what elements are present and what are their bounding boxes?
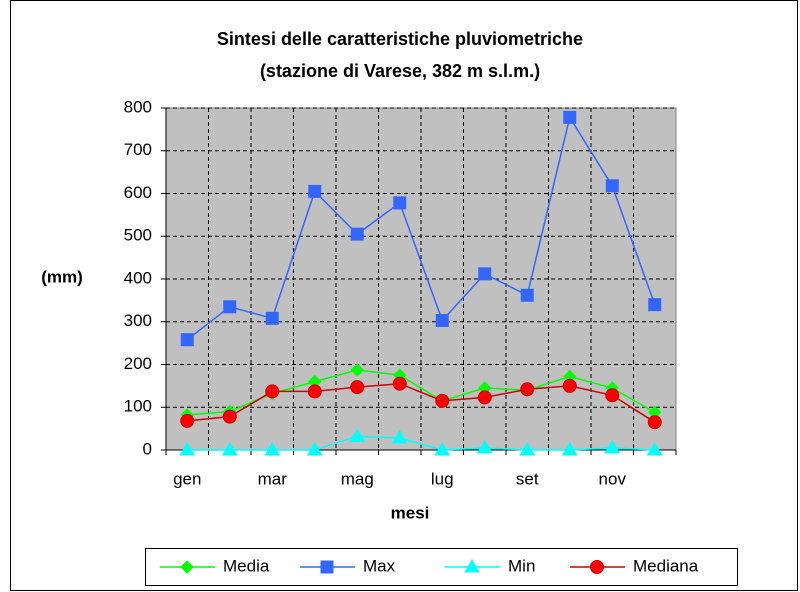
- marker-triangle: [221, 442, 238, 456]
- marker-square: [180, 333, 194, 347]
- marker-square: [435, 313, 449, 327]
- marker-triangle: [646, 442, 663, 456]
- marker-triangle: [391, 430, 408, 444]
- marker-circle: [590, 560, 604, 574]
- marker-square: [648, 298, 662, 312]
- marker-square: [265, 311, 279, 325]
- y-tick-label: 700: [124, 140, 152, 159]
- series-line: [187, 382, 656, 423]
- marker-diamond: [180, 560, 194, 574]
- legend-label: Min: [508, 556, 535, 575]
- legend-label: Max: [363, 556, 396, 575]
- marker-triangle: [179, 442, 196, 456]
- marker-square: [223, 300, 237, 314]
- marker-circle: [350, 380, 365, 395]
- y-tick-label: 100: [124, 397, 152, 416]
- x-tick-label: mar: [258, 469, 288, 488]
- series-line: [187, 435, 655, 451]
- marker-triangle: [476, 439, 493, 454]
- marker-square: [605, 179, 619, 193]
- y-tick-label: 300: [124, 311, 152, 330]
- y-tick-label: 800: [124, 97, 152, 116]
- y-tick-label: 0: [143, 439, 152, 458]
- marker-circle: [647, 415, 662, 430]
- legend-label: Mediana: [633, 556, 699, 575]
- x-tick-label: mag: [341, 469, 374, 488]
- marker-circle: [180, 413, 195, 428]
- x-axis-label: mesi: [391, 503, 430, 522]
- legend-label: Media: [223, 556, 270, 575]
- marker-circle: [520, 382, 535, 397]
- marker-square: [563, 110, 577, 124]
- marker-triangle: [604, 439, 621, 454]
- y-axis-label: (mm): [41, 267, 83, 286]
- y-tick-label: 500: [124, 226, 152, 245]
- chart-subtitle: (stazione di Varese, 382 m s.l.m.): [260, 61, 540, 81]
- marker-square: [350, 227, 364, 241]
- marker-circle: [307, 384, 322, 399]
- series-line: [186, 115, 656, 341]
- marker-triangle: [464, 559, 480, 573]
- y-tick-label: 200: [124, 354, 152, 373]
- marker-square: [478, 267, 492, 281]
- marker-circle: [477, 390, 492, 405]
- x-tick-label: lug: [431, 469, 454, 488]
- marker-triangle: [264, 442, 281, 456]
- marker-triangle: [434, 442, 451, 456]
- marker-circle: [265, 384, 280, 399]
- x-tick-label: nov: [599, 469, 627, 488]
- marker-square: [520, 288, 534, 302]
- marker-square: [393, 196, 407, 210]
- marker-triangle: [306, 442, 323, 456]
- marker-triangle: [561, 442, 578, 456]
- legend-box: [145, 548, 738, 586]
- marker-square: [308, 184, 322, 198]
- marker-triangle: [349, 428, 366, 442]
- marker-triangle: [519, 442, 536, 456]
- marker-circle: [222, 409, 237, 424]
- chart-title: Sintesi delle caratteristiche pluviometr…: [217, 29, 583, 49]
- marker-circle: [562, 378, 577, 393]
- y-tick-label: 600: [124, 183, 152, 202]
- marker-circle: [435, 393, 450, 408]
- marker-circle: [605, 388, 620, 403]
- x-tick-label: gen: [173, 469, 201, 488]
- marker-square: [320, 560, 334, 574]
- x-tick-label: set: [516, 469, 539, 488]
- y-tick-label: 400: [124, 268, 152, 287]
- series-line: [187, 369, 656, 416]
- marker-diamond: [350, 363, 364, 377]
- marker-circle: [392, 376, 407, 391]
